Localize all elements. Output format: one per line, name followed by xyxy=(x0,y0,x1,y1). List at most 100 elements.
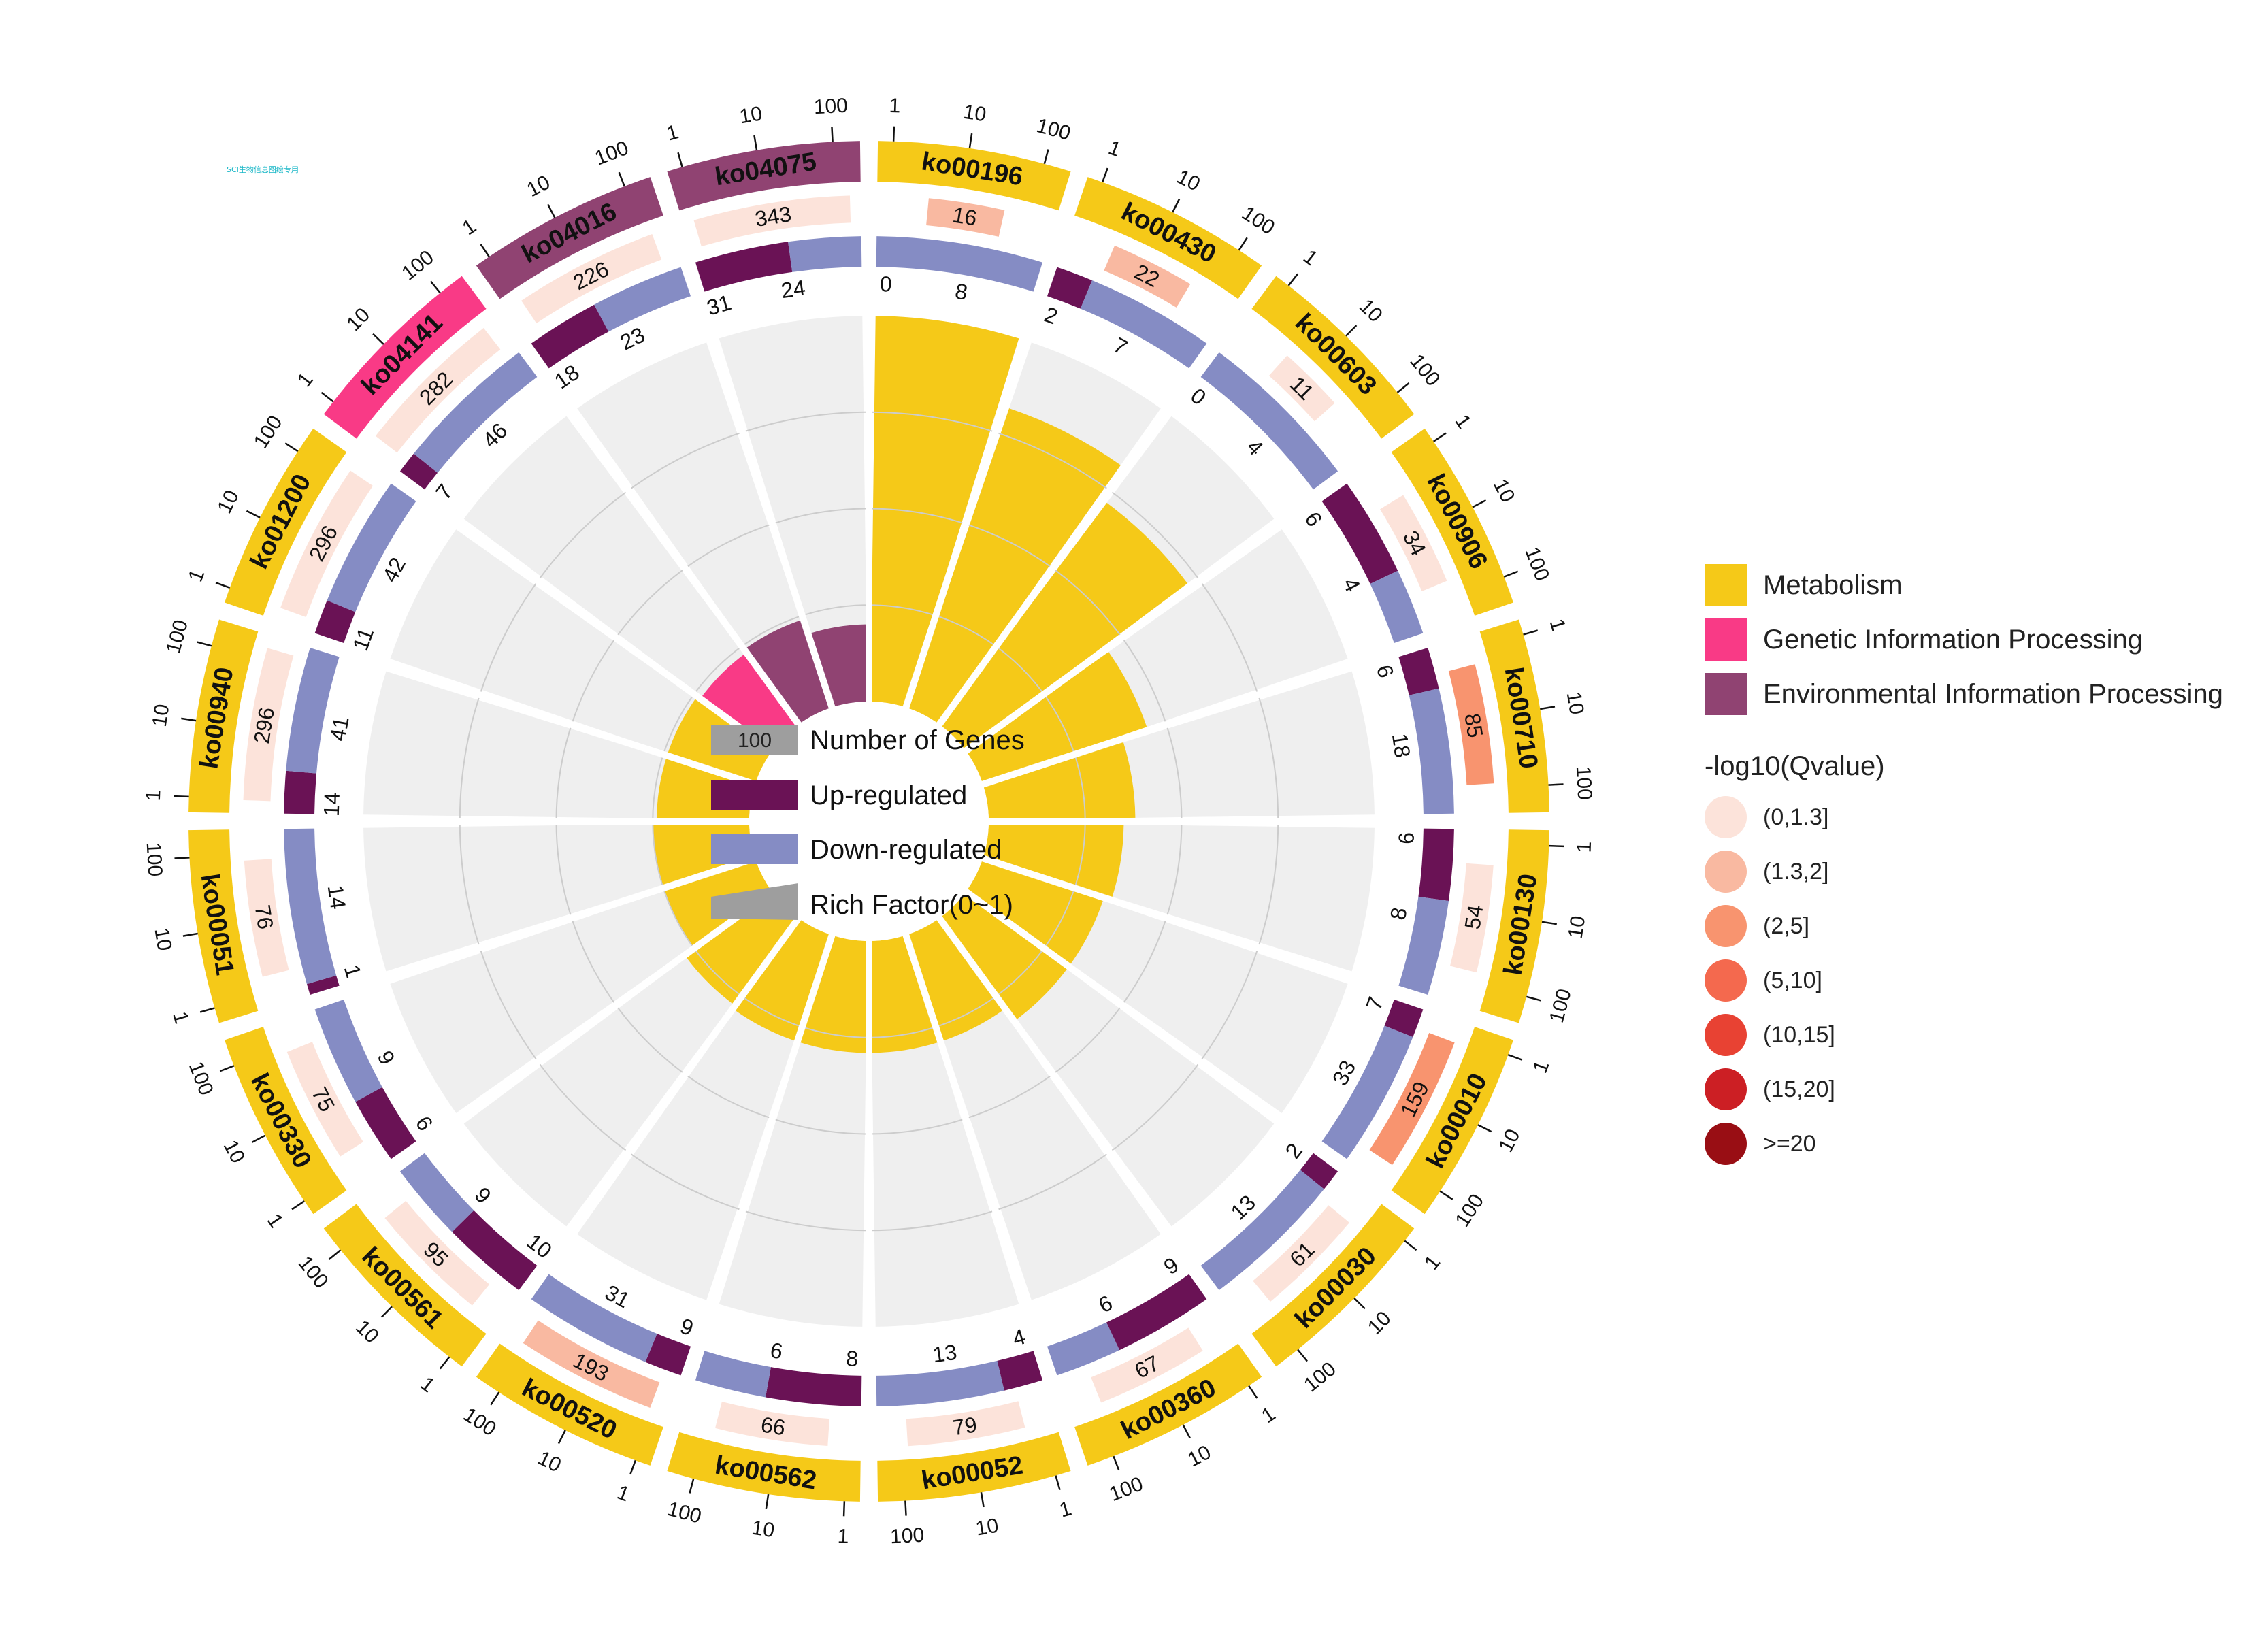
scale-tick xyxy=(1503,570,1519,578)
down-regulated-bar-ko04016 xyxy=(594,267,691,332)
sector-divider xyxy=(708,337,836,711)
up-count-ko00710: 6 xyxy=(1372,662,1399,680)
scale-tick-label: 1 xyxy=(1545,616,1569,633)
scale-tick xyxy=(1101,167,1108,183)
scale-tick-label: 1 xyxy=(889,95,901,118)
background-genes-bar-ko00430 xyxy=(1104,245,1191,308)
qvalue-legend-label: (0,1.3] xyxy=(1763,804,1829,830)
scale-tick xyxy=(1507,1053,1523,1061)
down-regulated-bar-ko00562 xyxy=(695,1351,771,1398)
scale-tick xyxy=(284,442,299,452)
scale-tick xyxy=(1472,499,1487,508)
qvalue-legend: (0,1.3] (1.3,2] (2,5] (5,10] (10,15] (15,20] >… xyxy=(1705,790,2249,1171)
scale-tick-label: 10 xyxy=(213,486,243,517)
qvalue-legend-label: (15,20] xyxy=(1763,1076,1835,1102)
background-genes-bar-ko00196 xyxy=(926,198,1005,237)
scale-tick-label: 10 xyxy=(1173,165,1204,195)
scale-tick-label: 10 xyxy=(962,101,988,127)
category-legend-swatch xyxy=(1705,673,1747,715)
category-segment-ko00430 xyxy=(1074,177,1262,299)
rich-factor-bar-ko00430 xyxy=(907,408,1121,724)
up-regulated-bar-ko00030 xyxy=(1300,1153,1338,1189)
down-regulated-bar-ko00906 xyxy=(1370,570,1424,644)
up-regulated-bar-ko00940 xyxy=(284,770,317,814)
scale-tick-label: 10 xyxy=(750,1517,776,1543)
sector-divider xyxy=(455,519,776,755)
sector-divider xyxy=(708,931,836,1306)
qvalue-legend-dot xyxy=(1705,959,1747,1002)
down-count-ko00906: 4 xyxy=(1338,574,1365,596)
rich-factor-ring xyxy=(361,313,1377,1330)
scale-tick xyxy=(892,126,895,142)
scale-tick xyxy=(1172,198,1181,213)
rich-factor-bg-ko04141 xyxy=(463,416,798,750)
qvalue-legend-item: (2,5] xyxy=(1705,899,2249,953)
scale-tick xyxy=(321,391,334,403)
up-regulated-bar-ko04141 xyxy=(399,453,438,490)
background-genes-bar-ko00330 xyxy=(286,1042,363,1157)
rich-factor-bar-ko00130 xyxy=(983,823,1124,897)
sector-divider xyxy=(902,931,1030,1306)
scale-tick xyxy=(1055,1475,1061,1491)
down-regulated-bar-ko00030 xyxy=(1200,1170,1324,1291)
scale-tick-label: 100 xyxy=(1545,987,1576,1025)
scale-tick-label: 10 xyxy=(150,926,176,952)
scale-tick xyxy=(1182,1424,1191,1439)
sector-divider xyxy=(962,519,1283,755)
sector-divider xyxy=(384,854,759,982)
scale-tick-label: 1 xyxy=(837,1525,849,1549)
category-segment-ko00330 xyxy=(225,1027,347,1215)
scale-tick xyxy=(1477,1124,1492,1133)
down-regulated-bar-ko00430 xyxy=(1080,280,1207,369)
number-of-genes-swatch xyxy=(711,725,798,755)
up-regulated-bar-ko00130 xyxy=(1418,828,1454,902)
scale-tick-label: 100 xyxy=(889,1524,925,1549)
scale-tick-label: 100 xyxy=(162,617,193,656)
sector-divider xyxy=(384,661,759,789)
up-regulated-bar-ko00330 xyxy=(355,1087,416,1159)
scale-tick-label: 100 xyxy=(813,95,849,119)
down-regulated-label: Down-regulated xyxy=(810,835,1002,865)
background-genes-bar-ko00130 xyxy=(1449,863,1494,973)
qvalue-legend-dot xyxy=(1705,1123,1747,1165)
background-genes-label-ko04075: 343 xyxy=(753,201,793,231)
down-regulated-bar-ko01200 xyxy=(327,483,416,612)
scale-tick xyxy=(182,932,198,937)
up-regulated-bar-ko00561 xyxy=(452,1210,538,1291)
up-count-ko00430: 2 xyxy=(1041,302,1061,329)
down-count-ko00940: 41 xyxy=(325,715,354,743)
scale-tick-label: 1 xyxy=(184,566,210,584)
qvalue-legend-label: >=20 xyxy=(1763,1130,1816,1157)
scale-tick xyxy=(1541,921,1557,925)
scale-tick xyxy=(1297,1349,1308,1362)
scale-tick xyxy=(1523,629,1539,636)
category-segment-ko00052 xyxy=(877,1432,1071,1502)
down-regulated-bar-ko00051 xyxy=(284,828,337,985)
down-count-ko00561: 9 xyxy=(470,1183,496,1208)
category-legend-swatch xyxy=(1705,564,1747,606)
scale-tick xyxy=(1404,1240,1417,1251)
rich-factor-bar-ko00010 xyxy=(966,859,1103,964)
scale-tick-label: 100 xyxy=(397,246,438,285)
sector-divider xyxy=(455,887,776,1123)
down-count-ko00520: 31 xyxy=(601,1280,634,1313)
scale-tick xyxy=(1439,1190,1453,1200)
up-count-ko00030: 2 xyxy=(1281,1138,1307,1163)
background-genes-bar-ko04141 xyxy=(375,327,501,453)
scale-tick-label: 1 xyxy=(168,1009,193,1026)
scale-tick-label: 10 xyxy=(1494,1125,1524,1156)
qvalue-legend-dot xyxy=(1705,1014,1747,1056)
up-regulated-bar-ko00906 xyxy=(1321,483,1398,584)
qvalue-legend-label: (5,10] xyxy=(1763,967,1822,993)
background-genes-bar-ko00051 xyxy=(244,859,289,977)
background-genes-bar-ko00052 xyxy=(906,1401,1025,1447)
background-genes-bar-ko04016 xyxy=(521,233,662,324)
rich-factor-bar-ko00710 xyxy=(983,742,1136,820)
scale-tick xyxy=(1396,382,1410,393)
scale-tick-label: 1 xyxy=(1299,246,1321,270)
category-legend-label: Metabolism xyxy=(1763,570,1903,600)
up-regulated-bar-ko04016 xyxy=(531,304,609,369)
down-regulated-bar-ko00520 xyxy=(531,1274,657,1362)
scale-tick-label: 10 xyxy=(523,171,554,201)
scale-tick xyxy=(372,333,384,345)
